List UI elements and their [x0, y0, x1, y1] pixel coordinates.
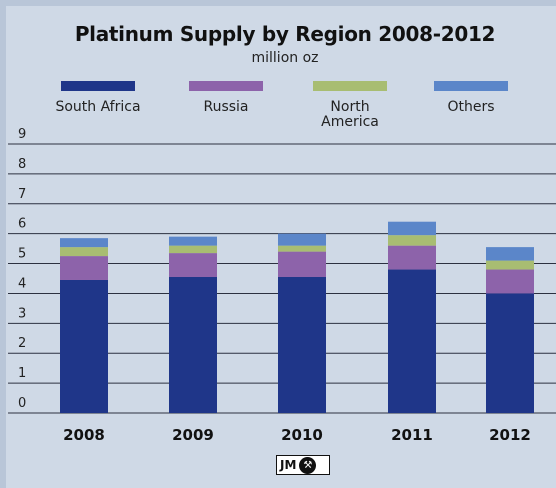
y-tick-label: 4 — [18, 276, 26, 291]
bar-segment — [60, 256, 108, 280]
bar-segment — [278, 277, 326, 413]
bar-segment — [388, 245, 436, 270]
bar-segment — [169, 236, 217, 246]
legend-label: North — [330, 99, 369, 115]
bar-segment — [278, 245, 326, 252]
y-tick-label: 6 — [18, 217, 26, 232]
y-tick-label: 3 — [18, 306, 26, 321]
x-tick-label: 2012 — [489, 426, 531, 444]
bar-segment — [486, 269, 534, 294]
legend-label: South Africa — [55, 99, 140, 115]
bar-segment — [388, 221, 436, 236]
bar-segment — [486, 293, 534, 413]
bar-segment — [60, 238, 108, 248]
x-tick-label: 2010 — [281, 426, 323, 444]
bar-segment — [60, 279, 108, 413]
legend-swatch — [313, 81, 387, 91]
legend-label: Others — [447, 99, 494, 115]
legend-label: America — [321, 114, 379, 130]
legend-swatch — [434, 81, 508, 91]
bar-segment — [278, 233, 326, 246]
x-tick-label: 2011 — [391, 426, 433, 444]
legend-swatch — [189, 81, 263, 91]
y-tick-label: 2 — [18, 336, 26, 351]
x-tick-label: 2008 — [63, 426, 105, 444]
chart-subtitle: million oz — [251, 50, 319, 66]
bar-segment — [278, 251, 326, 278]
bar-segment — [486, 260, 534, 270]
bar-segment — [486, 247, 534, 261]
x-tick-label: 2009 — [172, 426, 214, 444]
bar-segment — [388, 269, 436, 413]
bar-segment — [169, 245, 217, 254]
jm-logo: JM ⚒ — [276, 455, 330, 475]
y-tick-label: 5 — [18, 247, 26, 262]
bar-segment — [169, 253, 217, 278]
logo-text: JM — [280, 458, 297, 472]
legend-label: Russia — [203, 99, 248, 115]
y-tick-label: 8 — [18, 157, 26, 172]
chart-title: Platinum Supply by Region 2008-2012 — [74, 22, 496, 46]
y-tick-label: 9 — [18, 127, 26, 142]
bar-segment — [60, 247, 108, 257]
legend-swatch — [61, 81, 135, 91]
y-tick-label: 1 — [18, 366, 26, 381]
y-tick-label: 7 — [18, 187, 26, 202]
bar-segment — [388, 235, 436, 246]
bar-segment — [169, 277, 217, 413]
hammers-icon: ⚒ — [299, 456, 317, 474]
y-tick-label: 0 — [18, 396, 26, 411]
